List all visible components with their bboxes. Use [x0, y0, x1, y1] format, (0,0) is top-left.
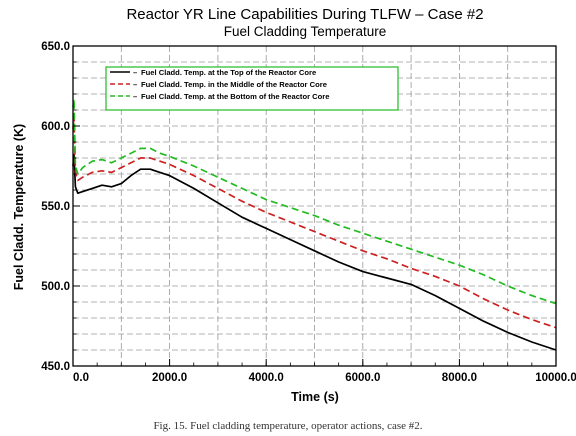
x-tick-label: 8000.0 — [442, 372, 477, 384]
x-tick-label: 6000.0 — [345, 372, 380, 384]
grid-layer — [73, 46, 556, 366]
x-tick-label: 2000.0 — [152, 372, 187, 384]
series-line-1 — [72, 153, 557, 351]
y-tick-label: 500.0 — [41, 281, 70, 293]
legend: – Fuel Cladd. Temp. at the Top of the Rea… — [105, 66, 399, 111]
legend-label-2: Fuel Cladd. Temp. in the Middle of the R… — [141, 80, 327, 89]
series-line-2 — [72, 115, 557, 329]
series-line-3 — [72, 97, 557, 305]
series-layer — [72, 97, 557, 351]
chart-title: Reactor YR Line Capabilities During TLFW… — [126, 6, 483, 23]
legend-dash-2: – — [133, 80, 137, 89]
y-tick-label: 650.0 — [41, 41, 70, 53]
y-axis-label: Fuel Cladd. Temperature (K) — [12, 124, 26, 290]
legend-label-3: Fuel Cladd. Temp. at the Bottom of the R… — [141, 92, 329, 101]
ticks-layer: 0.0 2000.0 4000.0 6000.0 8000.0 10000.0 450.0 5… — [41, 41, 576, 384]
legend-dash-1: – — [133, 68, 137, 77]
x-tick-label: 4000.0 — [249, 372, 284, 384]
legend-box — [105, 66, 399, 111]
legend-label-1: Fuel Cladd. Temp. at the Top of the Reac… — [141, 68, 316, 77]
x-tick-label: 10000.0 — [535, 372, 576, 384]
y-tick-label: 450.0 — [41, 361, 70, 373]
y-tick-label: 600.0 — [41, 121, 70, 133]
legend-dash-3: – — [133, 92, 137, 101]
x-tick-label: 0.0 — [73, 372, 89, 384]
figure-caption: Fig. 15. Fuel cladding temperature, oper… — [153, 420, 422, 432]
y-tick-label: 550.0 — [41, 201, 70, 213]
x-axis-label: Time (s) — [291, 390, 339, 404]
chart-subtitle: Fuel Cladding Temperature — [224, 24, 387, 39]
